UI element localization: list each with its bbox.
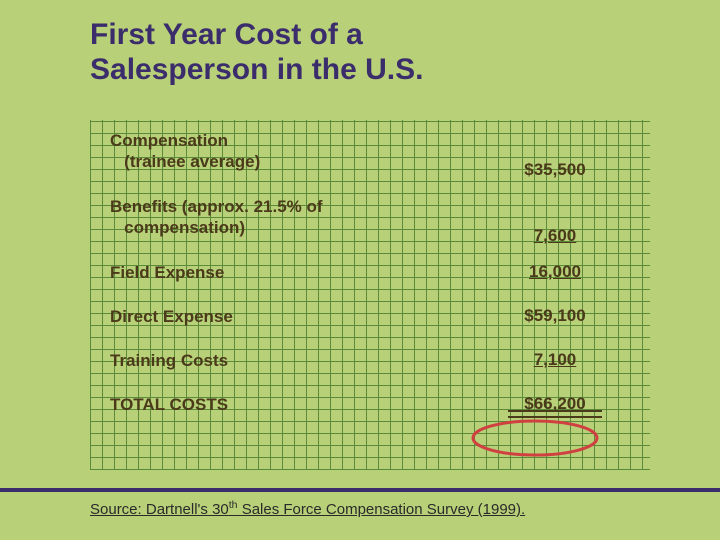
cost-label: Training Costs: [110, 350, 480, 371]
cost-value: 7,100: [480, 350, 630, 370]
cost-value: $35,500: [480, 160, 630, 180]
cost-row: Training Costs7,100: [110, 350, 630, 374]
cost-rows: Compensation (trainee average)$35,500Ben…: [110, 130, 630, 418]
title-line-1: First Year Cost of a: [90, 18, 363, 51]
cost-row: Direct Expense$59,100: [110, 306, 630, 330]
slide-title: First Year Cost of a Salesperson in the …: [90, 18, 423, 87]
cost-row: Compensation (trainee average)$35,500: [110, 130, 630, 180]
slide: First Year Cost of a Salesperson in the …: [0, 0, 720, 540]
cost-row: Benefits (approx. 21.5% of compensation)…: [110, 196, 630, 246]
title-line-2: Salesperson in the U.S.: [90, 53, 423, 86]
cost-label: Direct Expense: [110, 306, 480, 327]
cost-value: 7,600: [480, 226, 630, 246]
cost-value: 16,000: [480, 262, 630, 282]
cost-value: $66,200: [480, 394, 630, 414]
cost-label: Benefits (approx. 21.5% of compensation): [110, 196, 480, 239]
cost-label: TOTAL COSTS: [110, 394, 480, 415]
cost-label: Compensation (trainee average): [110, 130, 480, 173]
bottom-divider: [0, 488, 720, 492]
source-citation: Source: Dartnell's 30th Sales Force Comp…: [90, 499, 525, 518]
cost-row: TOTAL COSTS$66,200: [110, 394, 630, 418]
cost-row: Field Expense16,000: [110, 262, 630, 286]
cost-value: $59,100: [480, 306, 630, 326]
cost-label: Field Expense: [110, 262, 480, 283]
